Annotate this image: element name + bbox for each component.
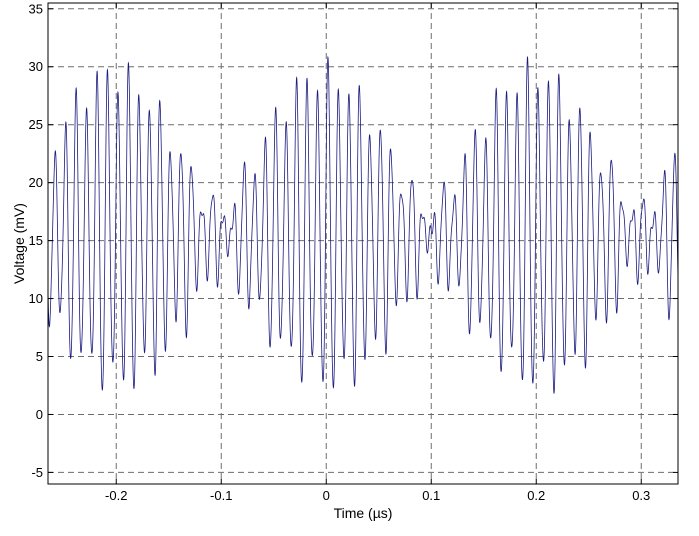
x-axis-title: Time (µs) [334, 505, 393, 521]
grid [48, 3, 678, 484]
y-tick-label: 25 [29, 117, 43, 132]
y-tick-label: 30 [29, 59, 43, 74]
x-tick-label: -0.1 [210, 488, 232, 503]
plot-frame [47, 2, 679, 485]
y-axis-title: Voltage (mV) [11, 203, 27, 284]
series-layer [47, 55, 679, 395]
x-tick-label: 0.2 [527, 488, 545, 503]
x-tick-label: 0.1 [422, 488, 440, 503]
y-tick-label: -5 [31, 465, 43, 480]
y-tick-label: 20 [29, 175, 43, 190]
x-tick-label: 0.3 [632, 488, 650, 503]
y-tick-label: 10 [29, 291, 43, 306]
voltage-series-line [47, 55, 679, 395]
y-tick-label: 35 [29, 1, 43, 16]
x-tick-label: 0 [323, 488, 330, 503]
y-tick-label: 15 [29, 233, 43, 248]
y-tick-label: 5 [36, 349, 43, 364]
ticks: -0.2 -0.1 0 0.1 0.2 0.3 -5 0 5 10 15 20 25 30 35 [29, 1, 678, 503]
y-tick-label: 0 [36, 407, 43, 422]
x-tick-label: -0.2 [105, 488, 127, 503]
